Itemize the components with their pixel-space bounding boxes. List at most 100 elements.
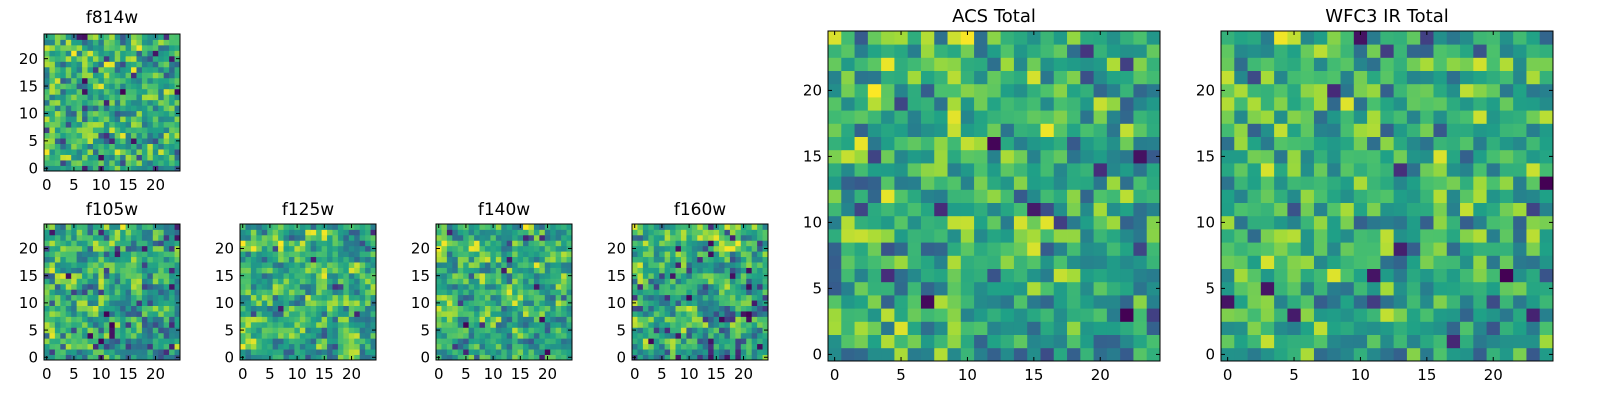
- heatmap-cell: [670, 316, 676, 323]
- heatmap-cell: [71, 160, 78, 166]
- heatmap-cell: [1433, 136, 1448, 151]
- heatmap-cell: [163, 321, 170, 328]
- heatmap-cell: [1260, 255, 1275, 269]
- heatmap-cell: [533, 251, 540, 258]
- heatmap-cell: [495, 256, 502, 263]
- heatmap-cell: [1420, 255, 1434, 269]
- heatmap-cell: [158, 289, 165, 296]
- heatmap-cell: [370, 311, 377, 317]
- heatmap-cell: [250, 316, 257, 323]
- heatmap-cell: [131, 283, 137, 290]
- heatmap-cell: [136, 267, 143, 274]
- heatmap-cell: [528, 300, 535, 306]
- x-tick-label: 0: [238, 365, 248, 383]
- heatmap-cell: [479, 278, 486, 285]
- heatmap-cell: [1234, 281, 1248, 296]
- heatmap-cell: [729, 294, 736, 301]
- heatmap-cell: [841, 70, 855, 85]
- heatmap-cell: [724, 234, 731, 241]
- heatmap-cell: [697, 289, 704, 296]
- heatmap-cell: [310, 262, 317, 268]
- heatmap-cell: [517, 349, 524, 355]
- heatmap-cell: [934, 347, 948, 362]
- heatmap-cell: [1013, 163, 1028, 177]
- x-tick-label: 20: [538, 365, 557, 383]
- heatmap-cell: [539, 338, 546, 345]
- heatmap-cell: [1133, 83, 1148, 98]
- heatmap-cell: [637, 267, 644, 274]
- heatmap-cell: [76, 300, 83, 306]
- heatmap-cell: [348, 327, 355, 334]
- heatmap-cell: [1433, 83, 1448, 98]
- heatmap-cell: [359, 245, 366, 252]
- heatmap-cell: [550, 234, 557, 241]
- heatmap-cell: [169, 338, 175, 345]
- heatmap-cell: [141, 305, 148, 312]
- heatmap-cell: [757, 267, 763, 274]
- heatmap-cell: [457, 354, 464, 361]
- heatmap-cell: [310, 283, 317, 290]
- heatmap-cell: [114, 121, 121, 128]
- heatmap-cell: [1120, 57, 1134, 71]
- heatmap-cell: [550, 311, 557, 317]
- heatmap-cell: [152, 272, 159, 279]
- heatmap-cell: [702, 354, 709, 361]
- heatmap-cell: [642, 256, 649, 263]
- heatmap-cell: [109, 294, 116, 301]
- heatmap-cell: [550, 316, 557, 323]
- heatmap-cell: [294, 343, 301, 350]
- heatmap-cell: [1287, 97, 1302, 111]
- heatmap-cell: [283, 354, 290, 361]
- heatmap-cell: [1067, 163, 1081, 177]
- heatmap-cell: [365, 245, 371, 252]
- heatmap-cell: [109, 332, 116, 339]
- heatmap-cell: [479, 294, 486, 301]
- heatmap-cell: [664, 256, 671, 263]
- heatmap-cell: [495, 245, 502, 252]
- heatmap-cell: [841, 163, 855, 177]
- heatmap-cell: [103, 262, 110, 268]
- heatmap-cell: [1133, 229, 1148, 243]
- heatmap-cell: [1486, 149, 1501, 164]
- heatmap-cell: [125, 39, 132, 46]
- heatmap-cell: [261, 321, 268, 328]
- heatmap-cell: [719, 289, 725, 296]
- heatmap-cell: [1380, 202, 1395, 217]
- heatmap-cell: [1340, 255, 1355, 269]
- heatmap-cell: [1446, 334, 1461, 349]
- heatmap-cell: [71, 110, 78, 117]
- heatmap-cell: [114, 262, 121, 268]
- heatmap-cell: [1234, 334, 1248, 349]
- heatmap-cell: [76, 83, 83, 90]
- heatmap-cell: [147, 278, 154, 285]
- heatmap-cells: [1221, 31, 1554, 362]
- heatmap-cell: [828, 70, 842, 85]
- heatmap-cell: [103, 94, 110, 101]
- heatmap-cell: [1327, 97, 1341, 111]
- heatmap-cell: [147, 44, 154, 51]
- heatmap-cell: [1027, 255, 1041, 269]
- heatmap-cell: [321, 289, 328, 296]
- heatmap-cell: [566, 321, 573, 328]
- heatmap-cell: [82, 224, 88, 230]
- heatmap-cell: [947, 57, 962, 71]
- heatmap-cell: [114, 343, 121, 350]
- heatmap-cell: [1327, 215, 1341, 230]
- heatmap-cell: [841, 176, 855, 190]
- heatmap-cell: [457, 229, 464, 236]
- heatmap-cell: [240, 332, 246, 339]
- heatmap-cell: [310, 300, 317, 306]
- heatmap-cell: [54, 294, 61, 301]
- heatmap-cell: [1080, 321, 1094, 335]
- heatmap-cell: [60, 283, 67, 290]
- heatmap-cell: [702, 234, 709, 241]
- heatmap-cell: [1420, 57, 1434, 71]
- heatmap-cell: [490, 229, 497, 236]
- heatmap-cell: [321, 300, 328, 306]
- heatmap-cell: [495, 321, 502, 328]
- heatmap-cell: [517, 245, 524, 252]
- heatmap-cell: [1260, 83, 1275, 98]
- heatmap-cell: [152, 294, 159, 301]
- heatmap-cell: [1287, 70, 1302, 85]
